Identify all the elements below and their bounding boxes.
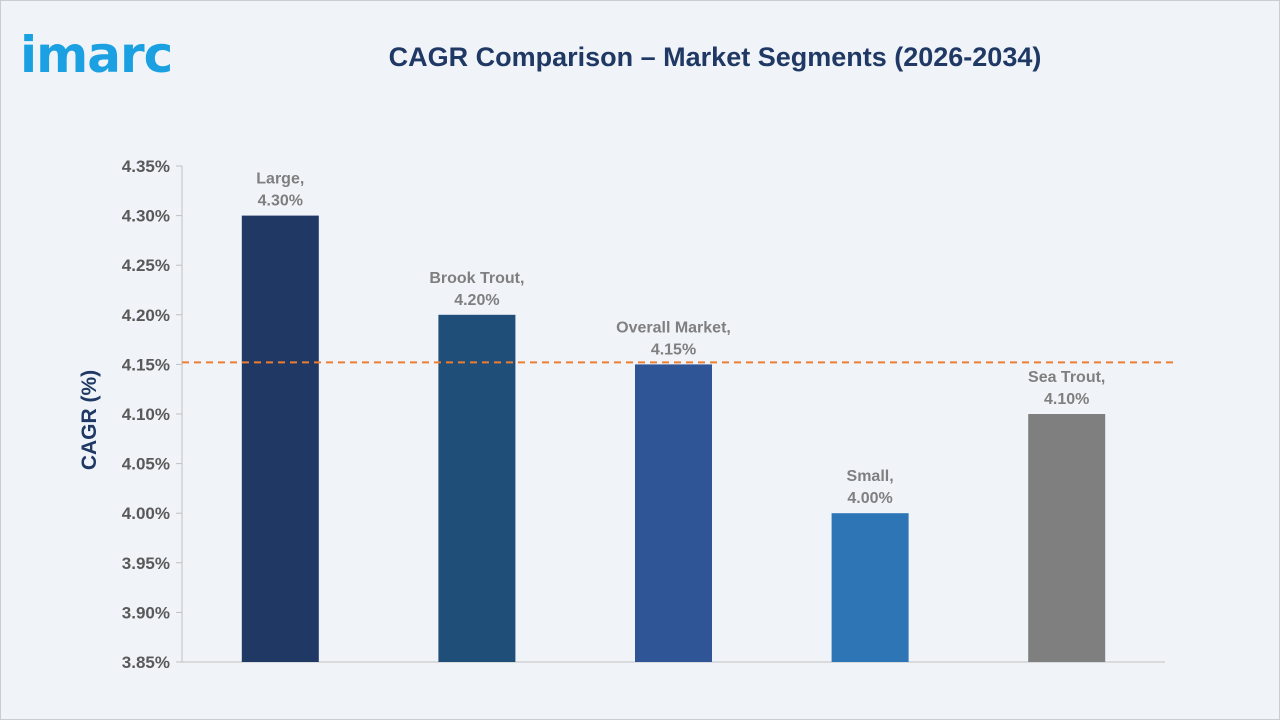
bar-category-label: Large, — [256, 171, 304, 188]
bar-value-label: 4.20% — [454, 292, 499, 309]
bar-value-label: 4.30% — [258, 193, 303, 210]
y-tick-label: 4.05% — [122, 455, 170, 474]
imarc-logo-text: imarc — [20, 26, 172, 84]
bar-category-label: Sea Trout, — [1028, 369, 1105, 386]
bar-value-label: 4.00% — [847, 490, 892, 507]
y-tick-label: 4.20% — [122, 306, 170, 325]
bar — [1028, 414, 1106, 662]
y-tick-label: 3.95% — [122, 554, 170, 573]
y-tick-label: 4.30% — [122, 207, 170, 226]
y-tick-label: 3.85% — [122, 653, 170, 672]
y-tick-label: 4.00% — [122, 504, 170, 523]
y-axis-title: CAGR (%) — [78, 370, 101, 470]
bar — [438, 314, 516, 662]
imarc-logo: imarc — [20, 26, 173, 84]
y-tick-label: 4.10% — [122, 405, 170, 424]
y-tick-label: 4.35% — [122, 157, 170, 176]
bar-category-label: Small, — [847, 468, 894, 485]
y-tick-label: 3.90% — [122, 603, 170, 622]
bar — [635, 364, 712, 662]
bar — [831, 513, 909, 662]
bar-value-label: 4.15% — [651, 341, 696, 358]
chart-title: CAGR Comparison – Market Segments (2026-… — [388, 42, 1042, 72]
y-tick-label: 4.25% — [122, 256, 170, 275]
bar — [241, 215, 319, 662]
bar-category-label: Brook Trout, — [429, 270, 524, 287]
y-tick-label: 4.15% — [122, 355, 170, 374]
bar-value-label: 4.10% — [1044, 391, 1089, 408]
bar-category-label: Overall Market, — [616, 319, 731, 336]
